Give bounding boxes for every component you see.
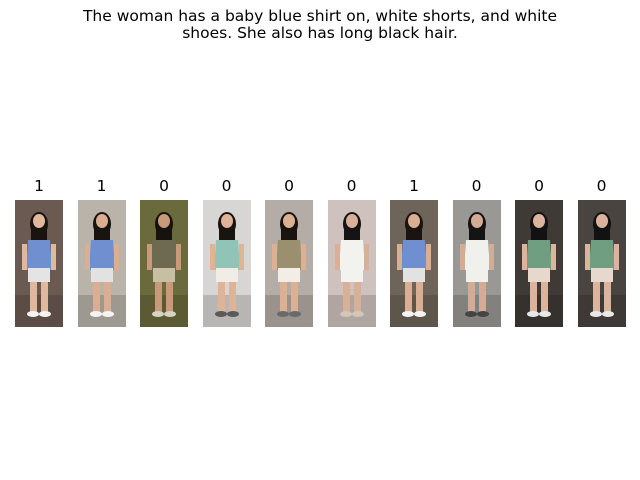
person-photo (515, 200, 563, 327)
match-label: 0 (596, 177, 607, 195)
person-photo (202, 200, 251, 327)
match-label: 0 (284, 177, 294, 195)
gallery-item: 0 (515, 176, 563, 327)
person-photo (265, 200, 313, 327)
gallery-item: 0 (327, 176, 376, 327)
gallery-item: 0 (202, 176, 251, 327)
caption: The woman has a baby blue shirt on, whit… (40, 8, 600, 42)
caption-line-1: The woman has a baby blue shirt on, whit… (82, 7, 558, 25)
gallery-item: 0 (577, 176, 626, 327)
match-label: 0 (471, 177, 482, 195)
gallery-item: 1 (77, 176, 126, 327)
person-photo (452, 200, 501, 327)
person-photo (77, 200, 126, 327)
gallery-item: 0 (452, 176, 501, 327)
match-label: 0 (159, 177, 169, 195)
person-photo (15, 200, 63, 327)
gallery-item: 0 (265, 176, 313, 327)
match-label: 0 (346, 177, 357, 195)
match-label: 0 (221, 177, 232, 195)
person-photo (390, 200, 438, 327)
person-photo (577, 200, 626, 327)
match-label: 1 (96, 177, 107, 195)
match-label: 0 (534, 177, 544, 195)
gallery-item: 1 (15, 176, 63, 327)
person-photo (327, 200, 376, 327)
person-photo (140, 200, 188, 327)
gallery-item: 1 (390, 176, 438, 327)
match-label: 1 (409, 177, 419, 195)
gallery-item: 0 (140, 176, 188, 327)
caption-line-2: shoes. She also has long black hair. (182, 24, 458, 42)
match-label: 1 (34, 177, 44, 195)
